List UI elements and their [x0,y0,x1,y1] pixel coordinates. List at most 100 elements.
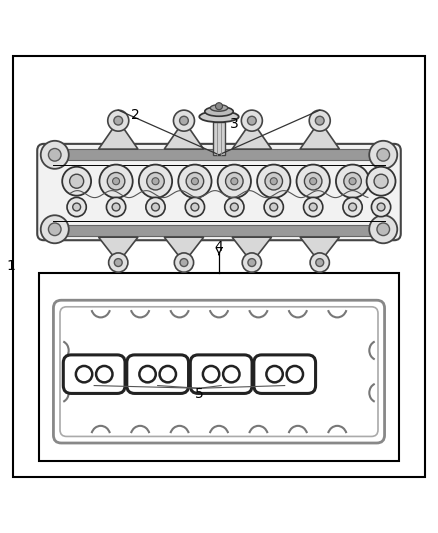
Circle shape [231,177,238,185]
Circle shape [152,203,159,211]
Circle shape [316,259,324,266]
Circle shape [191,203,199,211]
Circle shape [315,116,324,125]
Circle shape [185,197,205,216]
FancyBboxPatch shape [127,355,188,393]
Polygon shape [300,237,339,263]
FancyBboxPatch shape [64,355,125,393]
Circle shape [139,165,172,198]
Text: 3: 3 [230,117,239,131]
Circle shape [286,366,303,382]
Circle shape [76,366,92,382]
Circle shape [41,215,69,243]
FancyBboxPatch shape [37,144,401,240]
Circle shape [107,173,125,190]
Circle shape [377,203,385,211]
Circle shape [344,173,361,190]
Circle shape [114,259,122,266]
Circle shape [266,366,283,382]
Circle shape [113,177,120,185]
Circle shape [67,197,86,216]
Circle shape [309,203,317,211]
Polygon shape [232,120,272,149]
Circle shape [349,203,357,211]
Circle shape [371,197,391,216]
Circle shape [109,253,128,272]
Circle shape [96,366,113,382]
Circle shape [310,177,317,185]
Circle shape [270,203,278,211]
Circle shape [203,366,219,382]
Circle shape [230,203,238,211]
Polygon shape [300,120,339,149]
Circle shape [173,110,194,131]
Text: 5: 5 [195,386,204,400]
Circle shape [112,203,120,211]
FancyBboxPatch shape [60,307,378,437]
Circle shape [218,165,251,198]
Bar [46,225,392,236]
Circle shape [191,177,198,185]
Circle shape [73,203,81,211]
Polygon shape [164,237,204,263]
Circle shape [146,197,165,216]
Circle shape [186,173,204,190]
Circle shape [248,259,256,266]
Bar [46,149,392,160]
Circle shape [309,110,330,131]
Circle shape [257,165,290,198]
Circle shape [265,173,283,190]
Circle shape [223,366,240,382]
Circle shape [377,149,389,161]
FancyBboxPatch shape [190,355,252,393]
Circle shape [180,259,188,266]
Circle shape [174,253,194,272]
Text: 2: 2 [131,108,140,123]
Circle shape [247,116,256,125]
Bar [39,273,399,462]
Circle shape [225,197,244,216]
Circle shape [270,177,277,185]
Polygon shape [232,237,272,263]
Text: 1: 1 [7,260,15,273]
FancyBboxPatch shape [254,355,315,393]
Circle shape [147,173,164,190]
Circle shape [108,110,129,131]
Circle shape [367,167,396,196]
Circle shape [70,174,84,188]
Circle shape [215,103,223,110]
Circle shape [241,110,262,131]
Circle shape [369,215,397,243]
Circle shape [62,167,91,196]
Circle shape [106,197,126,216]
Circle shape [349,177,356,185]
Polygon shape [99,237,138,263]
Circle shape [99,165,133,198]
Circle shape [264,197,283,216]
Circle shape [336,165,369,198]
Bar [213,122,225,155]
Text: 4: 4 [215,240,223,254]
Ellipse shape [199,111,239,122]
Circle shape [310,253,329,272]
FancyBboxPatch shape [53,300,385,443]
Circle shape [49,149,61,161]
Circle shape [304,197,323,216]
Circle shape [152,177,159,185]
Circle shape [304,173,322,190]
Circle shape [114,116,123,125]
Circle shape [180,116,188,125]
Polygon shape [164,120,204,149]
Polygon shape [99,120,138,149]
Circle shape [377,223,389,236]
Circle shape [226,173,243,190]
Circle shape [242,253,261,272]
Circle shape [297,165,330,198]
Circle shape [374,174,388,188]
Ellipse shape [210,104,228,111]
Circle shape [159,366,176,382]
Ellipse shape [205,107,233,116]
Circle shape [49,223,61,236]
Circle shape [178,165,212,198]
Circle shape [139,366,156,382]
